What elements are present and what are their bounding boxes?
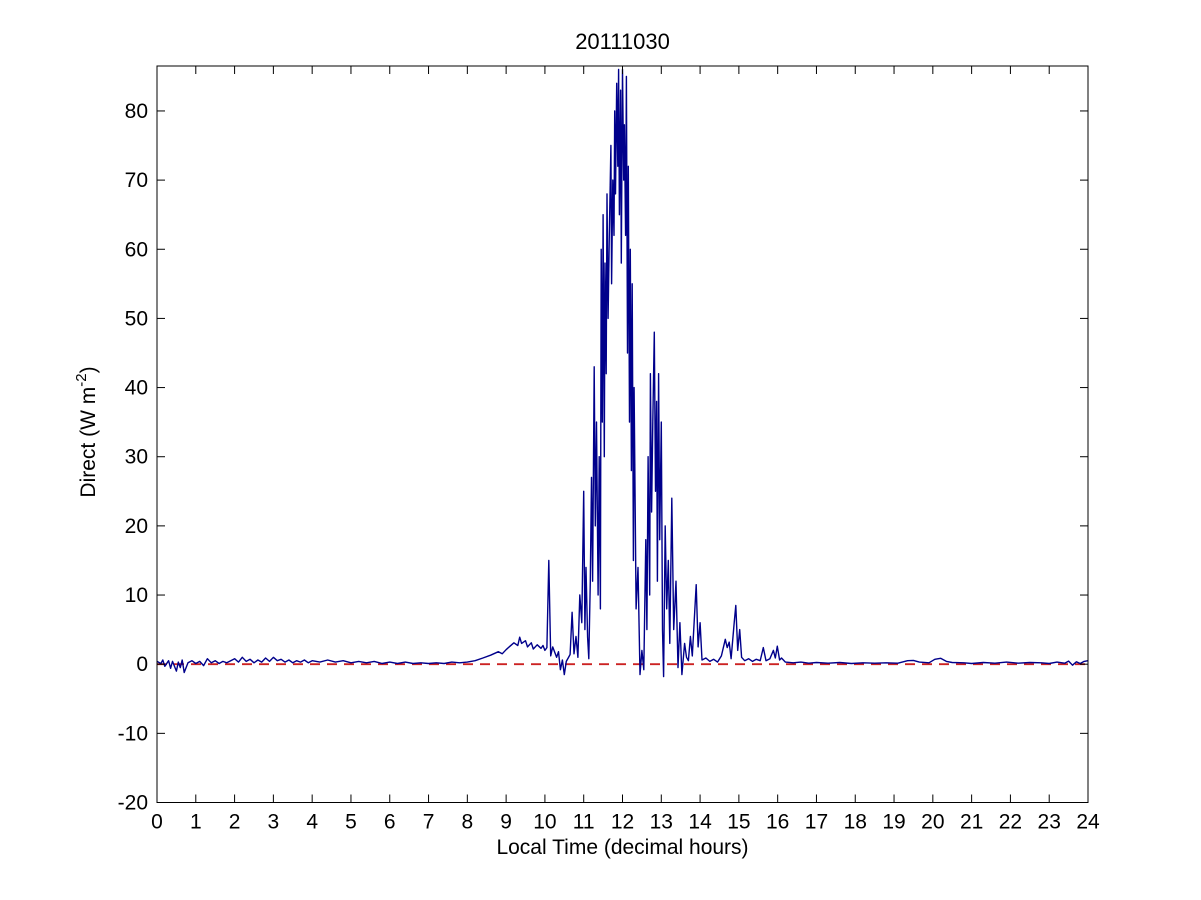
- x-tick-label: 1: [190, 811, 202, 834]
- x-tick-label: 16: [766, 811, 789, 834]
- x-tick-label: 17: [805, 811, 828, 834]
- x-tick-label: 3: [268, 811, 280, 834]
- y-tick-label: 0: [136, 653, 148, 676]
- x-tick-label: 4: [306, 811, 318, 834]
- x-tick-label: 0: [151, 811, 163, 834]
- x-tick-label: 6: [384, 811, 396, 834]
- x-tick-label: 10: [533, 811, 556, 834]
- x-tick-label: 18: [844, 811, 867, 834]
- y-tick-label: 20: [125, 515, 148, 538]
- x-tick-label: 22: [999, 811, 1022, 834]
- y-tick-label: 80: [125, 100, 148, 123]
- x-tick-label: 9: [500, 811, 512, 834]
- y-tick-label: 70: [125, 169, 148, 192]
- x-tick-label: 19: [882, 811, 905, 834]
- y-tick-label: -10: [118, 722, 148, 745]
- x-tick-label: 5: [345, 811, 357, 834]
- x-tick-label: 20: [921, 811, 944, 834]
- x-tick-label: 23: [1038, 811, 1061, 834]
- x-tick-label: 14: [688, 811, 712, 834]
- y-tick-label: 40: [125, 377, 148, 400]
- y-tick-label: 50: [125, 307, 148, 330]
- x-tick-label: 24: [1076, 811, 1100, 834]
- y-tick-label: 60: [125, 238, 148, 261]
- x-tick-label: 12: [611, 811, 634, 834]
- x-tick-label: 13: [650, 811, 673, 834]
- x-tick-label: 11: [573, 811, 595, 834]
- x-tick-label: 15: [727, 811, 750, 834]
- x-tick-label: 8: [461, 811, 473, 834]
- y-tick-label: 30: [125, 446, 148, 469]
- y-tick-label: -20: [118, 792, 148, 815]
- x-tick-label: 7: [423, 811, 435, 834]
- x-axis-label: Local Time (decimal hours): [496, 836, 749, 859]
- x-tick-label: 2: [229, 811, 241, 834]
- y-tick-label: 10: [125, 584, 148, 607]
- series-direct-irradiance-line: [156, 68, 1089, 678]
- chart-title: 20111030: [575, 29, 670, 54]
- x-tick-label: 21: [960, 811, 983, 834]
